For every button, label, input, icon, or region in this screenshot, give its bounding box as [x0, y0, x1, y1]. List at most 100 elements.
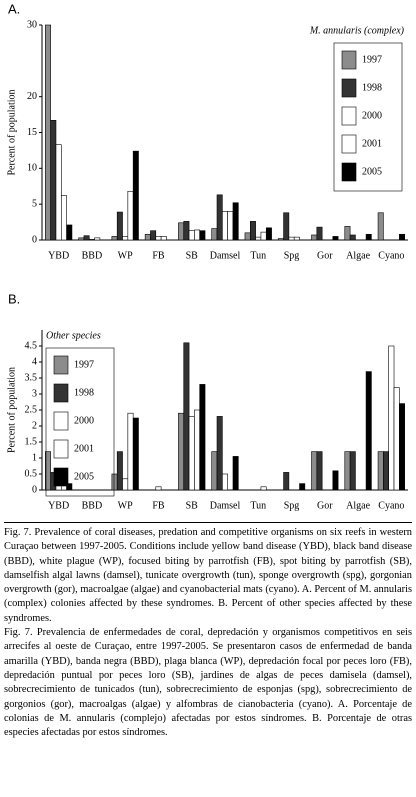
bar	[393, 387, 400, 491]
legend-box	[45, 347, 115, 497]
bar	[211, 451, 218, 491]
legend-label: 2000	[74, 415, 94, 426]
bar	[377, 212, 384, 241]
legend-swatch	[53, 467, 69, 487]
x-tick-label: Tun	[250, 250, 266, 261]
y-tick-label: 10	[27, 163, 37, 174]
x-tick-label: Gor	[317, 250, 333, 261]
legend-label: 1998	[74, 387, 94, 398]
legend-label: 2005	[74, 471, 94, 482]
bar	[194, 409, 201, 491]
legend-swatch	[341, 106, 357, 126]
x-tick-label: YBD	[48, 500, 69, 511]
bar	[244, 232, 251, 241]
bar	[66, 483, 73, 491]
bar	[150, 230, 157, 241]
bar	[260, 486, 267, 491]
y-tick-label: 20	[27, 91, 37, 102]
legend-label: 2005	[362, 166, 382, 177]
x-tick-label: Spg	[284, 250, 300, 261]
x-tick-label: YBD	[48, 250, 69, 261]
bar	[188, 416, 195, 491]
bar	[311, 451, 318, 491]
legend-label: 2001	[74, 443, 94, 454]
bar	[199, 230, 206, 241]
y-tick-label: 3	[32, 388, 37, 399]
legend-label: 1997	[74, 359, 94, 370]
bar	[183, 342, 190, 491]
bar	[178, 412, 185, 491]
bar	[183, 221, 190, 241]
y-tick-label: 2.5	[25, 404, 38, 415]
bar	[216, 194, 223, 241]
bar	[399, 233, 405, 241]
x-tick-label: Gor	[317, 500, 333, 511]
legend-title: Other species	[46, 330, 101, 341]
bar	[377, 451, 384, 491]
y-tick-label: 0.5	[25, 468, 38, 479]
bar	[116, 211, 123, 241]
bar	[222, 211, 228, 241]
bar	[383, 451, 390, 491]
y-tick-label: 4	[32, 356, 37, 367]
bar	[144, 233, 151, 241]
y-axis-label: Percent of population	[6, 89, 17, 175]
bar	[365, 371, 372, 491]
bar	[283, 212, 290, 241]
bar	[178, 222, 185, 241]
bar	[132, 150, 139, 241]
bar	[227, 211, 234, 241]
bar	[45, 451, 51, 491]
bar	[194, 229, 201, 241]
x-tick-label: BBD	[82, 500, 103, 511]
bar	[78, 237, 85, 241]
x-tick-label: Damsel	[210, 250, 241, 261]
bar	[116, 451, 123, 491]
bar	[45, 24, 51, 241]
legend-swatch	[53, 439, 69, 459]
bar	[50, 120, 57, 241]
legend-label: 1997	[362, 54, 382, 65]
bar	[127, 412, 134, 491]
y-tick-label: 2	[32, 420, 37, 431]
caption-english: Fig. 7. Prevalence of coral diseases, pr…	[4, 527, 412, 624]
caption: Fig. 7. Prevalence of coral diseases, pr…	[4, 522, 412, 740]
bar	[255, 236, 262, 241]
x-tick-label: Tun	[250, 500, 266, 511]
bar	[232, 456, 239, 491]
bar	[160, 236, 167, 241]
legend-swatch	[53, 355, 69, 375]
x-tick-label: Spg	[284, 500, 300, 511]
panel-label: A.	[8, 1, 20, 16]
bar	[277, 238, 284, 241]
x-tick-label: BBD	[82, 250, 103, 261]
bar	[332, 470, 339, 491]
bar	[111, 473, 118, 491]
bar	[216, 416, 223, 491]
bar	[265, 227, 272, 241]
legend-title: M. annularis (complex)	[309, 25, 405, 36]
bar	[188, 230, 195, 241]
bar	[349, 451, 356, 491]
bar	[122, 236, 129, 241]
y-tick-label: 3.5	[25, 372, 38, 383]
legend-swatch	[341, 134, 357, 154]
bar	[344, 451, 351, 491]
legend-label: 2001	[362, 138, 382, 149]
x-tick-label: SB	[186, 500, 199, 511]
bar	[199, 384, 206, 491]
bar	[155, 236, 162, 241]
legend-label: 1998	[362, 82, 382, 93]
legend-swatch	[53, 383, 69, 403]
bar	[260, 231, 267, 241]
y-tick-label: 15	[27, 127, 37, 138]
bar	[55, 144, 62, 241]
x-tick-label: WP	[118, 500, 133, 511]
x-tick-label: Cyano	[378, 250, 404, 261]
bar	[111, 236, 118, 241]
bar	[132, 417, 139, 491]
bar	[211, 228, 218, 241]
bar	[293, 236, 300, 241]
